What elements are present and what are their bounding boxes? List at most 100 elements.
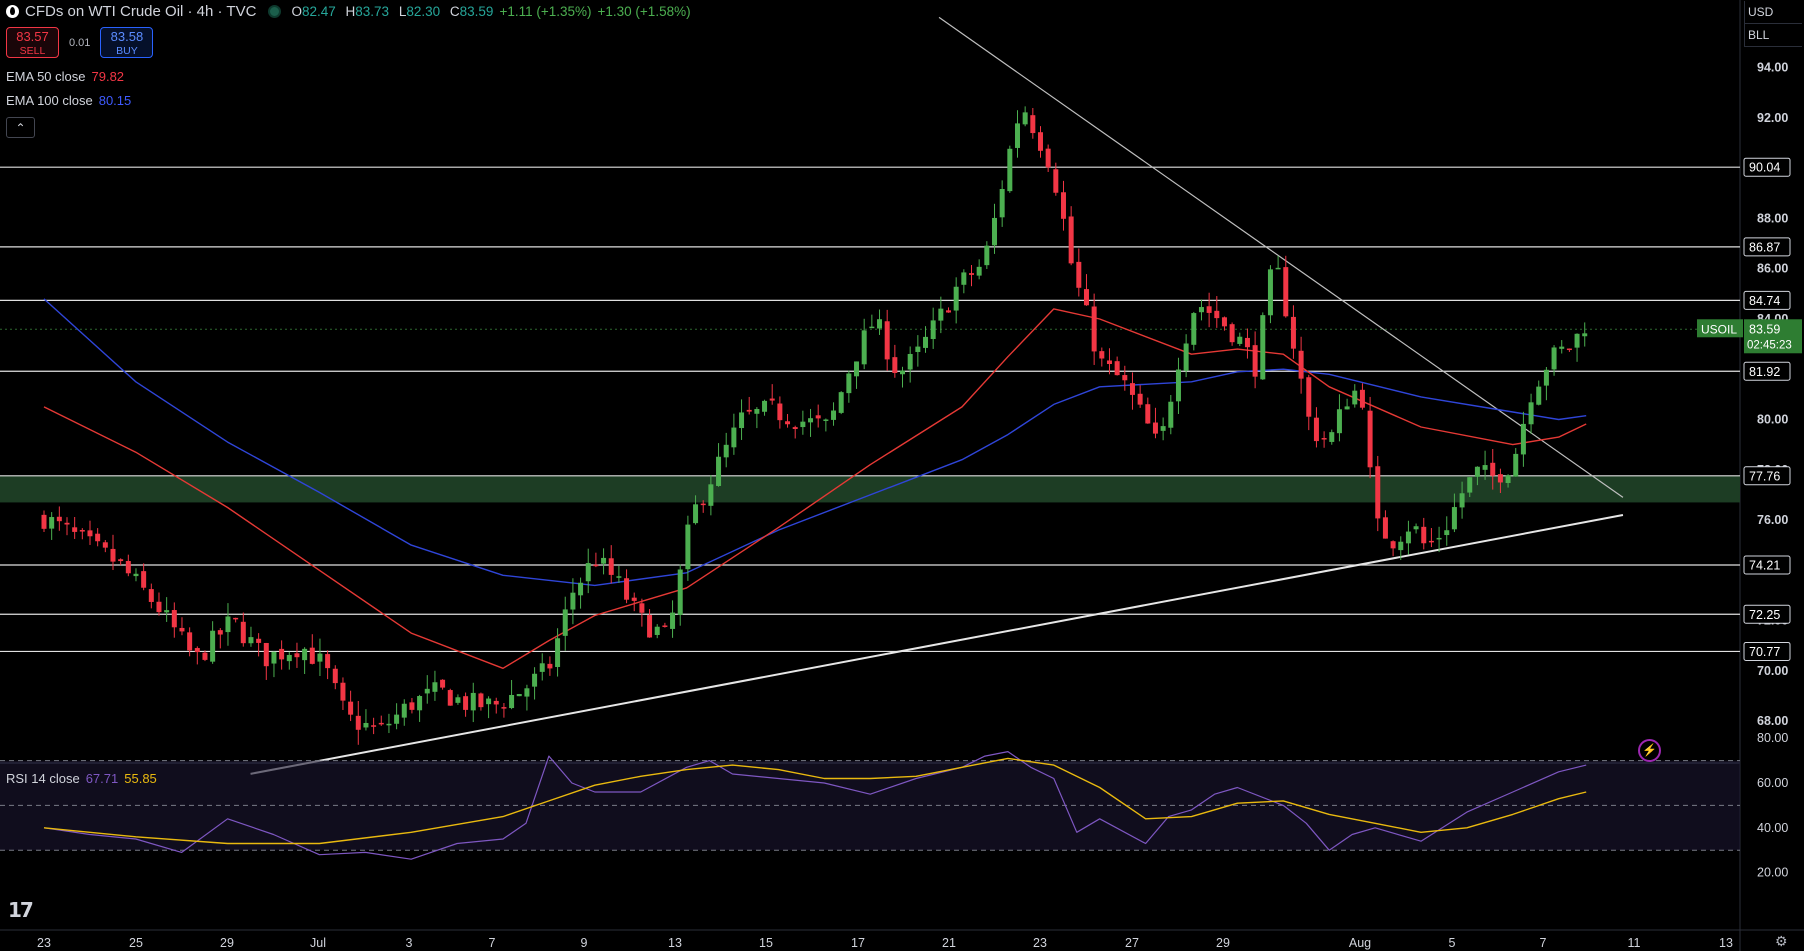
candle [1344, 398, 1350, 410]
candle-body [1444, 530, 1450, 536]
candle-body [1306, 377, 1312, 417]
candle [976, 259, 982, 280]
candle-body [708, 484, 714, 506]
level-label: 74.21 [1749, 559, 1780, 573]
candle [72, 516, 78, 539]
level-label-box [1743, 641, 1791, 661]
candle [716, 443, 722, 487]
candle [424, 675, 430, 704]
candle-body [447, 690, 453, 706]
unit-label[interactable]: BLL [1744, 24, 1802, 47]
time-tick-label: 25 [129, 936, 143, 950]
candle [654, 624, 660, 639]
candle [110, 534, 116, 571]
buy-button[interactable]: 83.58 BUY [100, 27, 154, 58]
candle [953, 277, 959, 324]
time-tick-label: 9 [581, 936, 588, 950]
candle-body [562, 609, 568, 636]
time-tick-label: Jul [310, 936, 326, 950]
currency-label[interactable]: USD [1744, 1, 1802, 24]
candle-body [286, 654, 292, 662]
candle [1352, 384, 1358, 408]
candle-body [1497, 474, 1503, 483]
candle-body [769, 398, 775, 401]
candle-body [1559, 346, 1565, 349]
market-status-icon[interactable] [268, 5, 282, 18]
ema50-legend[interactable]: EMA 50 close 79.82 [6, 69, 124, 84]
rsi-legend[interactable]: RSI 14 close 67.71 55.85 [6, 771, 157, 786]
candle [1574, 333, 1580, 362]
rsi-line [43, 750, 1587, 860]
resistance-trendline [938, 16, 1624, 498]
candle-body [555, 638, 561, 668]
candle-body [424, 688, 430, 694]
candle [95, 528, 101, 547]
candle [1168, 394, 1174, 435]
candle [547, 656, 553, 676]
candle-body [539, 663, 545, 672]
candle-body [792, 427, 798, 429]
candle [1559, 340, 1565, 354]
candle [248, 626, 254, 647]
level-label: 90.04 [1749, 161, 1780, 175]
candle-body [194, 648, 200, 653]
candle [769, 384, 775, 405]
candle-body [302, 648, 308, 661]
candle [562, 596, 568, 651]
symbol-tag-label: USOIL [1701, 322, 1737, 336]
candle-body [1099, 351, 1105, 359]
candle [999, 180, 1005, 227]
candle-body [156, 601, 162, 613]
candle [647, 609, 653, 638]
candle [1091, 293, 1097, 365]
last-price-label: 83.59 [1749, 322, 1780, 336]
candle-body [1482, 465, 1488, 470]
candle [79, 528, 85, 540]
buy-label: BUY [116, 45, 138, 57]
candle-body [56, 516, 62, 522]
candle [302, 647, 308, 674]
gear-icon[interactable]: ⚙ [1775, 933, 1788, 949]
candle-body [1145, 404, 1151, 424]
candle [1045, 144, 1051, 172]
candle [685, 515, 691, 581]
collapse-icon[interactable]: ⌃ [6, 117, 35, 138]
candle-body [1451, 507, 1457, 530]
candle-body [210, 630, 216, 662]
candle-body [455, 697, 461, 703]
candle [194, 646, 200, 665]
candle [639, 598, 645, 627]
level-label-box [1743, 361, 1791, 381]
candle-body [1014, 123, 1020, 148]
candle [1060, 180, 1066, 231]
candle [478, 692, 484, 711]
candle-body [1030, 115, 1036, 134]
candle-body [969, 273, 975, 275]
candle-body [647, 615, 653, 638]
candle [1237, 332, 1243, 347]
symbol-title[interactable]: CFDs on WTI Crude Oil · 4h · TVC [25, 3, 257, 20]
candle [1206, 292, 1212, 328]
candle-body [79, 529, 85, 532]
candle [348, 690, 354, 722]
candle [585, 548, 591, 594]
candle [102, 539, 108, 553]
candle [325, 650, 331, 680]
candle-body [585, 563, 591, 582]
candle-body [1505, 475, 1511, 484]
candle-body [716, 456, 722, 486]
candle-body [1122, 375, 1128, 381]
ema100-legend[interactable]: EMA 100 close 80.15 [6, 93, 131, 108]
bolt-icon[interactable]: ⚡ [1638, 739, 1661, 762]
candle-body [1229, 324, 1235, 343]
candle-body [991, 217, 997, 246]
unit-selector[interactable]: USD BLL [1744, 1, 1802, 47]
candle-body [1574, 333, 1580, 348]
sell-button[interactable]: 83.57 SELL [6, 27, 59, 58]
rsi-value: 67.71 [85, 771, 119, 786]
tradingview-logo-icon[interactable]: 17 [8, 898, 34, 922]
candle-body [87, 530, 93, 537]
candle [1566, 348, 1572, 352]
candle [1313, 407, 1319, 448]
